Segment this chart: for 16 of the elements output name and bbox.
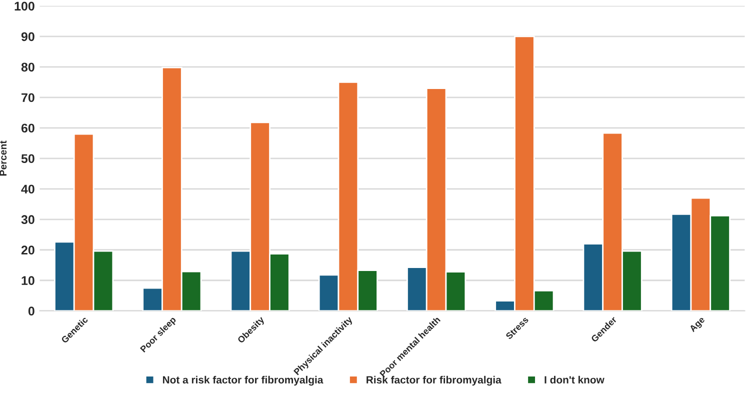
y-tick-label: 20 [21,246,34,255]
y-tick-label: 100 [14,2,34,11]
y-axis-title: Percent [0,140,7,176]
y-tick-label: 10 [22,276,34,286]
y-tick-label: 90 [21,32,34,42]
y-tick-label: 60 [21,124,34,133]
legend-label: Not a risk factor for fibromyalgia [162,376,324,386]
y-tick-label: 70 [22,93,34,102]
x-tick-label: Age [688,316,706,334]
y-tick-label: 40 [21,184,34,194]
y-tick-label: 0 [28,306,34,316]
legend-label: Risk factor for fibromyalgia [366,376,502,386]
y-tick-label: 30 [21,215,34,224]
legend-label: I don't know [544,376,604,384]
y-tick-label: 80 [21,62,34,72]
y-tick-label: 50 [21,154,34,164]
